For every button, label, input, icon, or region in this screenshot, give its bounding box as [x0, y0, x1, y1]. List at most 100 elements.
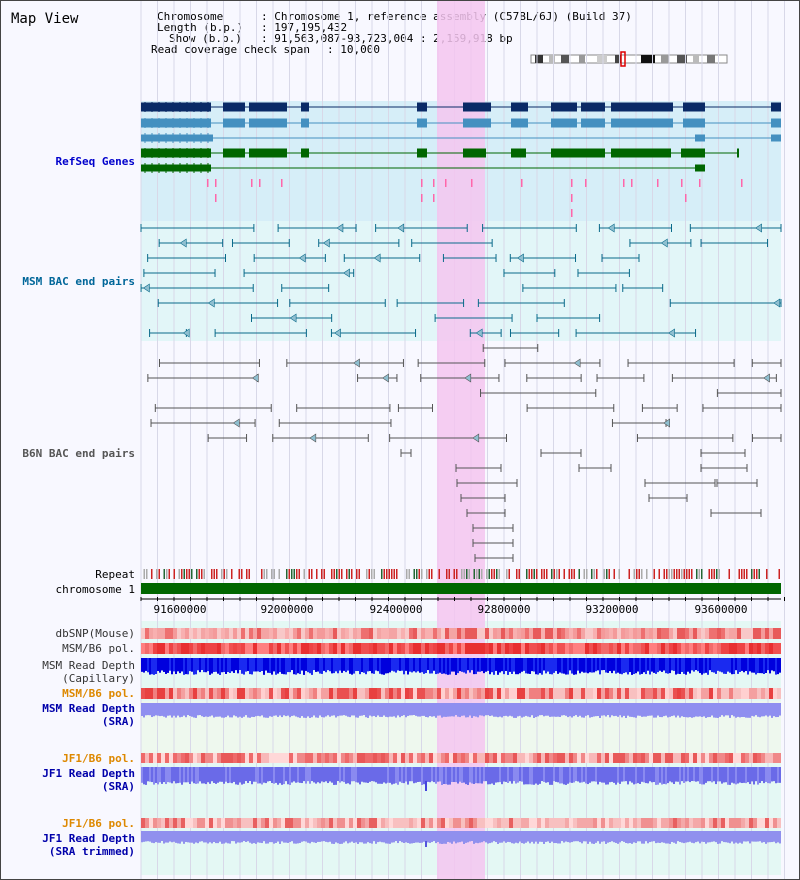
jf1-depth-bar [185, 767, 187, 783]
msm-sra-depth-bar [573, 703, 575, 717]
jf1-trim-depth-bar [755, 831, 757, 842]
msm-sra-depth-bar [711, 703, 713, 716]
jf1-b6-pol-heat-cell [401, 753, 405, 763]
msm-sra-depth-bar [513, 703, 515, 718]
repeat-mark [568, 569, 570, 579]
msm-sra-depth-bar [201, 703, 203, 717]
jf1-depth-bar [471, 767, 473, 784]
jf1-trim-depth-bar [193, 831, 195, 844]
jf1-read-depth-label-2: (SRA) [101, 780, 135, 793]
msm-b6-pol-heat-cell [209, 643, 213, 654]
gene-marker [471, 179, 473, 187]
jf1-b6-pol-trim-heat-cell [413, 818, 417, 828]
jf1-trim-depth-bar [229, 831, 231, 844]
repeat-mark [158, 569, 160, 579]
msm-b6-pol-sra-heat-cell [369, 688, 373, 699]
jf1-depth-bar [515, 767, 517, 784]
jf1-b6-pol-trim-heat-cell [261, 818, 265, 828]
jf1-depth-bar [759, 767, 761, 783]
msm-b6-pol-heat-cell [533, 643, 537, 654]
msm-b6-pol-heat-cell [313, 643, 317, 654]
jf1-trim-depth-bar [693, 831, 695, 844]
msm-capillary-depth-bar [685, 658, 687, 675]
jf1-b6-pol-trim-heat-cell [541, 818, 545, 828]
msm-b6-pol-sra-heat-cell [141, 688, 145, 699]
jf1-depth-bar [173, 767, 175, 782]
msm-capillary-depth-bar [243, 658, 245, 675]
msm-sra-depth-bar [599, 703, 601, 718]
msm-capillary-depth-bar [315, 658, 317, 672]
msm-b6-pol-sra-heat-cell [617, 688, 621, 699]
jf1-b6-pol-trim-heat-cell [145, 818, 149, 828]
jf1-depth-bar [595, 767, 597, 782]
jf1-depth-bar [605, 767, 607, 785]
gene-exon [249, 148, 287, 158]
msm-capillary-depth-bar [593, 658, 595, 673]
msm-capillary-depth-bar [537, 658, 539, 675]
msm-b6-pol-sra-heat-cell [769, 688, 773, 699]
msm-capillary-depth-bar [631, 658, 633, 675]
b6n-bac-track-label[interactable]: B6N BAC end pairs [22, 447, 135, 460]
msm-bac-track-label[interactable]: MSM BAC end pairs [22, 275, 135, 288]
msm-b6-pol-sra-heat-cell [581, 688, 585, 699]
gene-exon [611, 102, 673, 112]
jf1-depth-bar [213, 767, 215, 783]
jf1-depth-bar [321, 767, 323, 782]
jf1-b6-pol-heat-cell [217, 753, 221, 763]
jf1-depth-bar [637, 767, 639, 784]
jf1-depth-bar [343, 767, 345, 783]
msm-sra-depth-bar [655, 703, 657, 718]
dbsnp-heat-cell [201, 628, 205, 639]
jf1-trim-depth-bar [727, 831, 729, 843]
jf1-b6-pol-heat-cell [293, 753, 297, 763]
jf1-trim-depth-bar [733, 831, 735, 844]
jf1-depth-bar [483, 767, 485, 782]
msm-capillary-depth-bar [395, 658, 397, 673]
jf1-b6-pol-heat-cell [745, 753, 749, 763]
msm-capillary-depth-bar [649, 658, 651, 675]
msm-capillary-depth-bar [343, 658, 345, 671]
msm-capillary-depth-bar [597, 658, 599, 671]
jf1-depth-bar [155, 767, 157, 783]
dbsnp-heat-cell [489, 628, 493, 639]
jf1-b6-pol-trim-heat-cell [777, 818, 781, 828]
jf1-depth-bar [675, 767, 677, 782]
dbsnp-heat-cell [725, 628, 729, 639]
dbsnp-heat-cell [437, 628, 441, 639]
dbsnp-heat-cell [445, 628, 449, 639]
msm-capillary-depth-bar [285, 658, 287, 675]
msm-sra-depth-bar [735, 703, 737, 718]
jf1-trim-depth-bar [145, 831, 147, 842]
repeat-mark [463, 569, 465, 579]
gene-exon [301, 118, 309, 128]
msm-sra-depth-bar [627, 703, 629, 716]
msm-b6-pol-sra-heat-cell [205, 688, 209, 699]
msm-b6-pol-heat-cell [197, 643, 201, 654]
msm-capillary-depth-bar [427, 658, 429, 671]
repeat-mark [658, 569, 660, 579]
jf1-depth-bar [197, 767, 199, 784]
jf1-b6-pol-heat-cell [641, 753, 645, 763]
refseq-track-label[interactable]: RefSeq Genes [55, 155, 135, 168]
jf1-depth-bar [729, 767, 731, 785]
jf1-trim-depth-bar [377, 831, 379, 843]
gene-marker [657, 179, 659, 187]
msm-b6-pol-sra-heat-cell [501, 688, 505, 699]
msm-sra-depth-bar [301, 703, 303, 717]
msm-sra-depth-bar [323, 703, 325, 718]
jf1-b6-pol-heat-cell [441, 753, 445, 763]
msm-capillary-depth-bar [675, 658, 677, 675]
jf1-trim-depth-bar [737, 831, 739, 844]
jf1-depth-bar [331, 767, 333, 783]
msm-b6-pol-sra-heat-cell [153, 688, 157, 699]
dbsnp-heat-cell [361, 628, 365, 639]
msm-b6-pol-heat-cell [513, 643, 517, 654]
msm-capillary-depth-bar [235, 658, 237, 671]
jf1-trim-depth-bar [627, 831, 629, 844]
jf1-b6-pol-heat-cell [497, 753, 501, 763]
msm-sra-depth-bar [677, 703, 679, 716]
repeat-mark [346, 569, 348, 579]
msm-sra-depth-bar [607, 703, 609, 716]
jf1-b6-pol-trim-heat-cell [561, 818, 565, 828]
